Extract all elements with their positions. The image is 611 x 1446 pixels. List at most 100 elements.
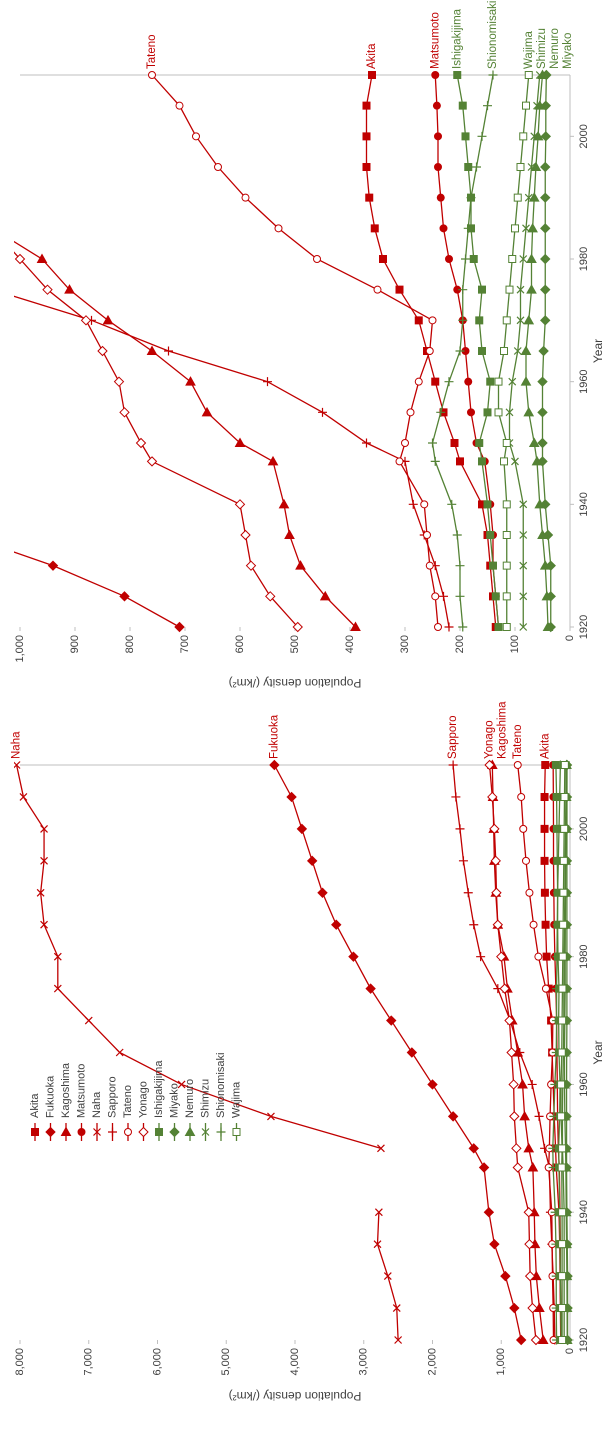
data-point (557, 1048, 566, 1057)
y-tick-label: 300 (399, 635, 411, 653)
data-point (374, 1208, 383, 1217)
data-point (436, 407, 446, 417)
data-point (64, 284, 75, 294)
data-point (558, 1304, 567, 1313)
series-line (14, 251, 299, 628)
data-point (433, 132, 443, 141)
data-point (509, 1302, 520, 1314)
data-point (539, 560, 551, 570)
end-label: Nemuro (549, 28, 561, 69)
y-tick-label: 600 (234, 635, 246, 653)
end-label: Tateno (146, 34, 158, 69)
data-point (515, 1048, 525, 1057)
data-point (469, 255, 478, 263)
data-point (295, 560, 306, 570)
data-point (527, 1302, 538, 1314)
end-label: Yonago (484, 720, 496, 759)
data-point (494, 408, 503, 417)
data-point (115, 1048, 124, 1057)
data-point (414, 316, 423, 325)
data-point (519, 500, 528, 509)
data-point (386, 1015, 397, 1026)
data-point (542, 621, 554, 631)
data-point (483, 1207, 495, 1218)
data-point (557, 1163, 566, 1172)
data-point (458, 856, 468, 866)
data-point (486, 531, 495, 539)
data-point (511, 224, 519, 233)
y-tick-label: 4,000 (289, 1348, 301, 1376)
data-point (517, 792, 526, 801)
x-axis-title: Year (591, 339, 605, 363)
data-point (478, 285, 486, 294)
data-point (362, 163, 371, 171)
y-tick-label: 7,000 (83, 1348, 95, 1376)
data-point (240, 529, 251, 541)
data-point (348, 951, 359, 962)
legend-marker (123, 1128, 133, 1136)
data-point (540, 315, 551, 326)
data-point (42, 284, 53, 295)
y-axis-title: Population density (/km²) (229, 676, 362, 690)
data-point (318, 407, 327, 417)
data-point (527, 1079, 537, 1089)
data-point (519, 255, 528, 263)
data-point (436, 193, 445, 202)
data-point (431, 71, 440, 79)
end-label: Akita (539, 733, 551, 759)
legend-marker (201, 1128, 210, 1136)
legend-marker (45, 1126, 56, 1138)
data-point (448, 760, 458, 770)
data-point (14, 253, 26, 265)
data-point (475, 439, 484, 447)
x-tick-label: 1960 (578, 369, 590, 393)
data-point (490, 855, 501, 867)
data-point (456, 457, 464, 466)
data-point (523, 1142, 535, 1153)
data-point (516, 316, 525, 325)
end-label: Matsumoto (429, 12, 441, 69)
legend-label: Fukuoka (44, 1075, 56, 1118)
legend-label: Naha (91, 1091, 103, 1118)
data-point (502, 561, 511, 570)
data-point (269, 759, 280, 771)
y-axis-title: Population density (/km²) (229, 1389, 362, 1403)
data-point (491, 592, 500, 601)
data-point (420, 500, 429, 509)
data-point (489, 823, 500, 835)
data-point (519, 531, 528, 539)
data-point (274, 224, 283, 233)
data-point (472, 162, 481, 172)
legend-marker (108, 1127, 117, 1137)
series-line (452, 764, 556, 1341)
data-point (394, 1336, 403, 1344)
data-point (558, 1272, 567, 1281)
data-point (517, 1078, 528, 1089)
data-point (540, 161, 551, 173)
data-point (312, 255, 322, 263)
y-tick-label: 500 (289, 635, 301, 653)
data-point (540, 824, 549, 833)
data-point (427, 1079, 438, 1090)
data-point (464, 377, 473, 386)
data-point (519, 623, 528, 631)
data-point (433, 163, 443, 171)
data-point (296, 823, 308, 835)
data-point (458, 101, 467, 110)
data-point (458, 285, 468, 295)
y-tick-label: 400 (344, 635, 356, 653)
data-point (191, 132, 201, 141)
data-point (40, 824, 48, 833)
x-tick-label: 1980 (578, 247, 590, 271)
data-point (524, 1238, 535, 1250)
data-point (450, 439, 459, 447)
data-point (102, 314, 114, 325)
data-point (558, 1208, 567, 1217)
legend-marker (216, 1127, 226, 1137)
data-point (453, 71, 462, 79)
data-point (47, 560, 59, 571)
data-point (414, 377, 423, 386)
legend-marker (77, 1128, 86, 1136)
